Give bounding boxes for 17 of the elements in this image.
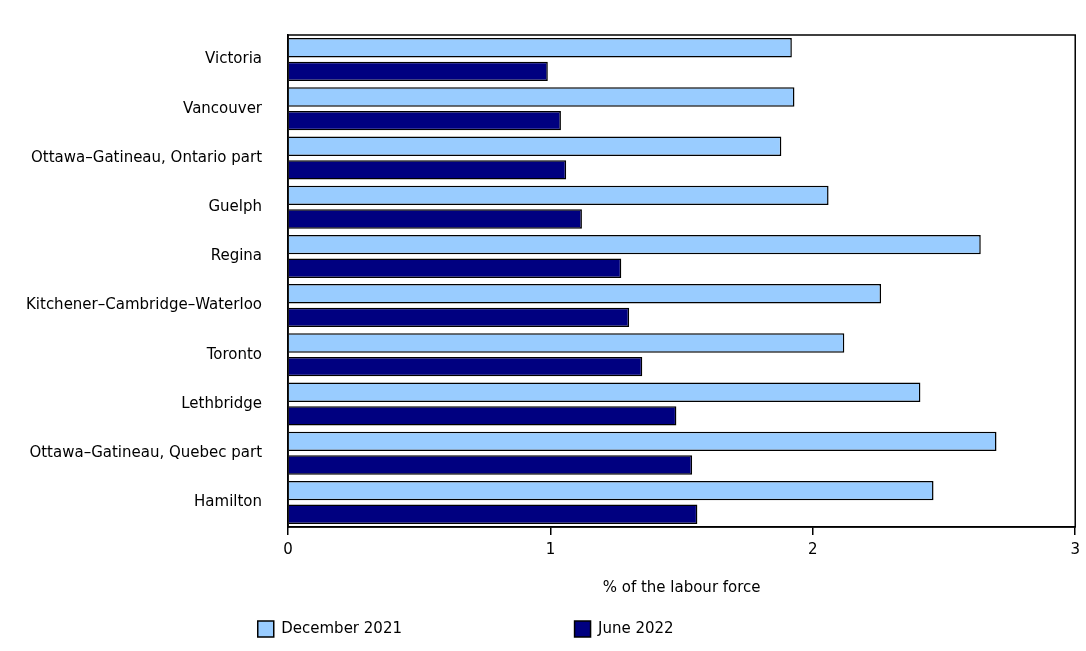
legend-label: June 2022 xyxy=(597,618,827,637)
y-tick-label: Guelph xyxy=(208,197,263,216)
y-tick-label: Kitchener–Cambridge–Waterloo xyxy=(25,295,263,314)
y-tick-label: Ottawa–Gatineau, Ontario part xyxy=(31,147,263,166)
x-tick-label: 0 xyxy=(283,539,293,558)
x-axis-title: % of the labour force xyxy=(602,577,761,596)
y-tick-label: Vancouver xyxy=(183,98,263,117)
y-tick-label: Regina xyxy=(210,246,263,265)
x-tick-label: 2 xyxy=(808,539,818,558)
y-tick-label: Victoria xyxy=(205,49,263,68)
legend-label: December 2021 xyxy=(281,618,555,637)
y-tick-label: Lethbridge xyxy=(181,393,263,412)
x-tick-label: 1 xyxy=(545,539,556,558)
y-tick-label: Ottawa–Gatineau, Quebec part xyxy=(29,443,263,462)
y-tick-label: Toronto xyxy=(205,344,263,363)
x-tick-label: 3 xyxy=(1070,539,1080,558)
y-tick-label: Hamilton xyxy=(194,492,263,511)
